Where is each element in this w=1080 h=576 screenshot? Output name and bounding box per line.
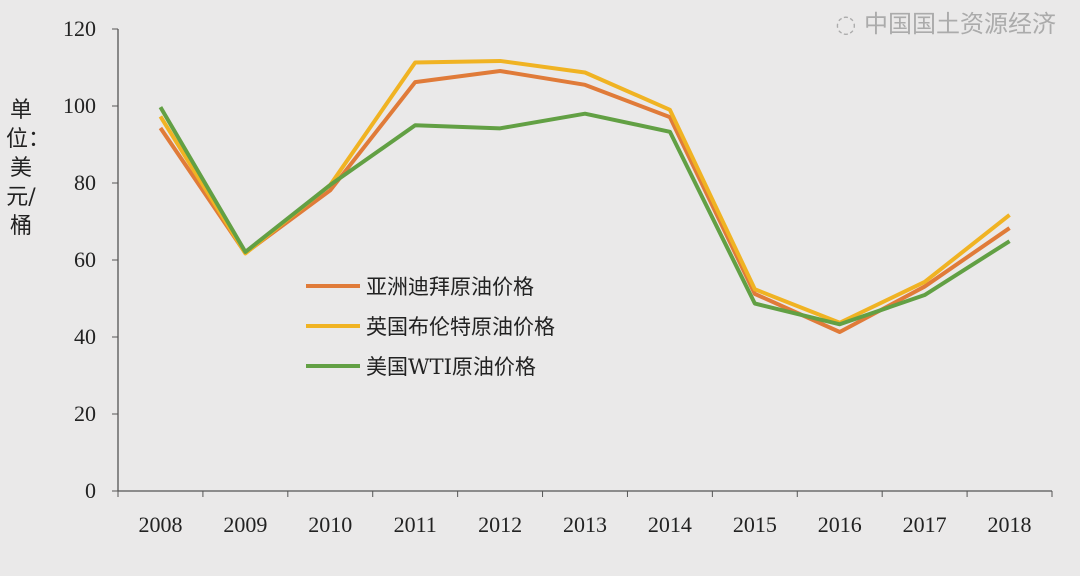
series-line-2 [158, 106, 1011, 327]
x-tick-label: 2013 [563, 512, 607, 537]
x-tick-label: 2010 [308, 512, 352, 537]
y-tick-label: 20 [74, 401, 96, 426]
x-tick-label: 2017 [903, 512, 947, 537]
watermark: ◌ 中国国土资源经济 [835, 10, 1056, 38]
legend-label: 英国布伦特原油价格 [366, 315, 555, 339]
y-tick-label: 80 [74, 170, 96, 195]
y-tick-label: 120 [63, 16, 96, 41]
x-tick-label: 2008 [138, 512, 182, 537]
wechat-icon: ◌ [835, 10, 864, 38]
y-tick-label: 100 [63, 93, 96, 118]
x-tick-label: 2015 [733, 512, 777, 537]
x-tick-label: 2011 [394, 512, 437, 537]
legend-label: 美国WTI原油价格 [366, 355, 536, 379]
y-axis-label: 单位：美元/桶 [6, 98, 51, 239]
x-tick-label: 2018 [988, 512, 1032, 537]
series-line-0 [158, 68, 1011, 334]
series-line-1 [158, 58, 1011, 325]
y-tick-label: 60 [74, 247, 96, 272]
x-tick-label: 2012 [478, 512, 522, 537]
x-tick-label: 2016 [818, 512, 862, 537]
y-tick-label: 0 [85, 478, 96, 503]
x-tick-label: 2014 [648, 512, 692, 537]
y-tick-label: 40 [74, 324, 96, 349]
x-tick-label: 2009 [223, 512, 267, 537]
legend-label: 亚洲迪拜原油价格 [366, 275, 534, 299]
